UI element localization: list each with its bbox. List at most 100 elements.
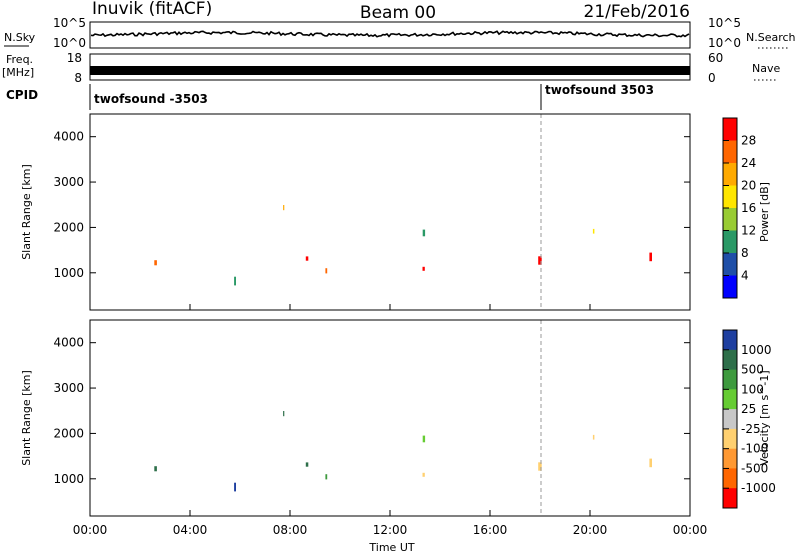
freq-label: Freq. (6, 53, 33, 66)
colorbar-swatch (723, 140, 737, 164)
nsearch-tick-low: 10^0 (708, 36, 741, 50)
velocity-cell (592, 434, 595, 440)
colorbar-tick-label: -500 (741, 461, 768, 475)
colorbar-swatch (723, 409, 737, 430)
colorbar-tick-label: -100 (741, 442, 768, 456)
freq-panel: Freq. [MHz] 18 8 60 0 Nave (2, 51, 780, 85)
velocity-cell (234, 482, 236, 492)
velocity-cell (649, 458, 652, 468)
ytick-label: 3000 (53, 381, 84, 395)
ytick-label: 2000 (53, 220, 84, 234)
power-colorbar-label: Power [dB] (758, 182, 771, 242)
cpid-segment-1: twofsound -3503 (94, 92, 208, 106)
power-cell (234, 276, 236, 286)
time-axis: 00:00 04:00 08:00 12:00 16:00 20:00 00:00 (73, 304, 708, 537)
colorbar-swatch (723, 253, 737, 276)
colorbar-tick-label: 24 (741, 156, 756, 170)
colorbar-swatch (723, 330, 737, 351)
nsky-label: N.Sky (4, 31, 36, 44)
xaxis-label: Time UT (368, 541, 414, 554)
power-cell (305, 256, 309, 261)
power-cell (649, 252, 652, 262)
beam-title: Beam 00 (360, 3, 436, 23)
power-frame (89, 113, 691, 311)
colorbar-tick-label: 500 (741, 363, 764, 377)
power-cell (422, 266, 425, 271)
power-cell (422, 229, 426, 237)
freq-unit: [MHz] (2, 66, 34, 79)
nsky-panel: N.Sky 10^5 10^0 10^5 10^0 N.Search (4, 16, 796, 50)
freq-tick-high: 18 (67, 51, 82, 65)
station-title: Inuvik (fitACF) (92, 0, 212, 19)
colorbar-swatch (723, 468, 737, 489)
ytick-label: 1000 (53, 472, 84, 486)
velocity-colorbar: 1000 500 100 25 -25 -100 -500 -1000 (722, 329, 776, 509)
freq-tick-low: 8 (74, 71, 82, 85)
nsky-trace (90, 30, 690, 38)
colorbar-swatch (723, 488, 737, 509)
velocity-cell (422, 435, 426, 443)
ytick-label: 2000 (53, 426, 84, 440)
power-cell (325, 268, 328, 274)
colorbar-swatch (723, 118, 737, 141)
velocity-colorbar-label: Velocity [m s^-1] (758, 370, 771, 465)
nave-label: Nave (752, 62, 780, 75)
ytick-label: 1000 (53, 266, 84, 280)
velocity-cell (422, 472, 425, 477)
xtick-label: 00:00 (73, 523, 108, 537)
colorbar-swatch (723, 275, 737, 299)
power-colorbar: 28 24 20 16 12 8 4 (722, 117, 756, 299)
colorbar-tick-label: 8 (741, 246, 749, 260)
colorbar-tick-label: -25 (741, 422, 761, 436)
colorbar-tick-label: 28 (741, 134, 756, 148)
cpid-segment-2: twofsound 3503 (545, 83, 654, 97)
ytick-label: 3000 (53, 175, 84, 189)
power-ylabel: Slant Range [km] (20, 164, 33, 260)
xtick-label: 20:00 (573, 523, 608, 537)
colorbar-swatch (723, 230, 737, 254)
colorbar-swatch (723, 369, 737, 390)
velocity-scatter (154, 411, 652, 492)
power-cell (154, 260, 157, 266)
xtick-label: 04:00 (173, 523, 208, 537)
power-cell (538, 256, 542, 265)
colorbar-tick-label: 25 (741, 402, 756, 416)
velocity-cell (538, 462, 542, 471)
nsky-tick-low: 10^0 (53, 36, 86, 50)
colorbar-tick-label: 4 (741, 269, 749, 283)
xtick-label: 08:00 (273, 523, 308, 537)
power-cell (283, 205, 285, 211)
ytick-label: 4000 (53, 336, 84, 350)
velocity-cell (154, 466, 157, 472)
ytick-label: 4000 (53, 130, 84, 144)
colorbar-tick-label: 12 (741, 224, 756, 238)
nsearch-label: N.Search (746, 31, 796, 44)
power-cell (592, 228, 595, 234)
colorbar-tick-label: 1000 (741, 343, 772, 357)
xtick-label: 00:00 (673, 523, 708, 537)
colorbar-tick-label: 20 (741, 179, 756, 193)
colorbar-tick-label: 16 (741, 201, 756, 215)
velocity-cell (283, 411, 285, 417)
colorbar-swatch (723, 349, 737, 371)
colorbar-swatch (723, 448, 737, 469)
nsky-tick-high: 10^5 (53, 16, 86, 30)
power-scatter (154, 205, 652, 286)
velocity-cell (325, 474, 328, 480)
nsearch-tick-high: 10^5 (708, 16, 741, 30)
freq-trace (90, 66, 690, 75)
colorbar-tick-label: -1000 (741, 481, 776, 495)
velocity-panel: 1000 2000 3000 4000 Slant Range [km] 1000 50… (20, 319, 776, 517)
cpid-panel: CPID twofsound -3503 twofsound 3503 (6, 83, 654, 110)
date-title: 21/Feb/2016 (584, 2, 690, 22)
power-panel: 1000 2000 3000 4000 Slant Range [km] 28 24 20… (20, 113, 771, 311)
colorbar-tick-label: 100 (741, 382, 764, 396)
velocity-cell (305, 462, 309, 467)
nave-tick-high: 60 (708, 51, 723, 65)
cpid-label: CPID (6, 88, 38, 102)
colorbar-frame (722, 329, 738, 509)
nave-tick-low: 0 (708, 71, 716, 85)
nsky-frame (89, 21, 691, 49)
colorbar-swatch (723, 185, 737, 209)
velocity-ylabel: Slant Range [km] (20, 370, 33, 466)
